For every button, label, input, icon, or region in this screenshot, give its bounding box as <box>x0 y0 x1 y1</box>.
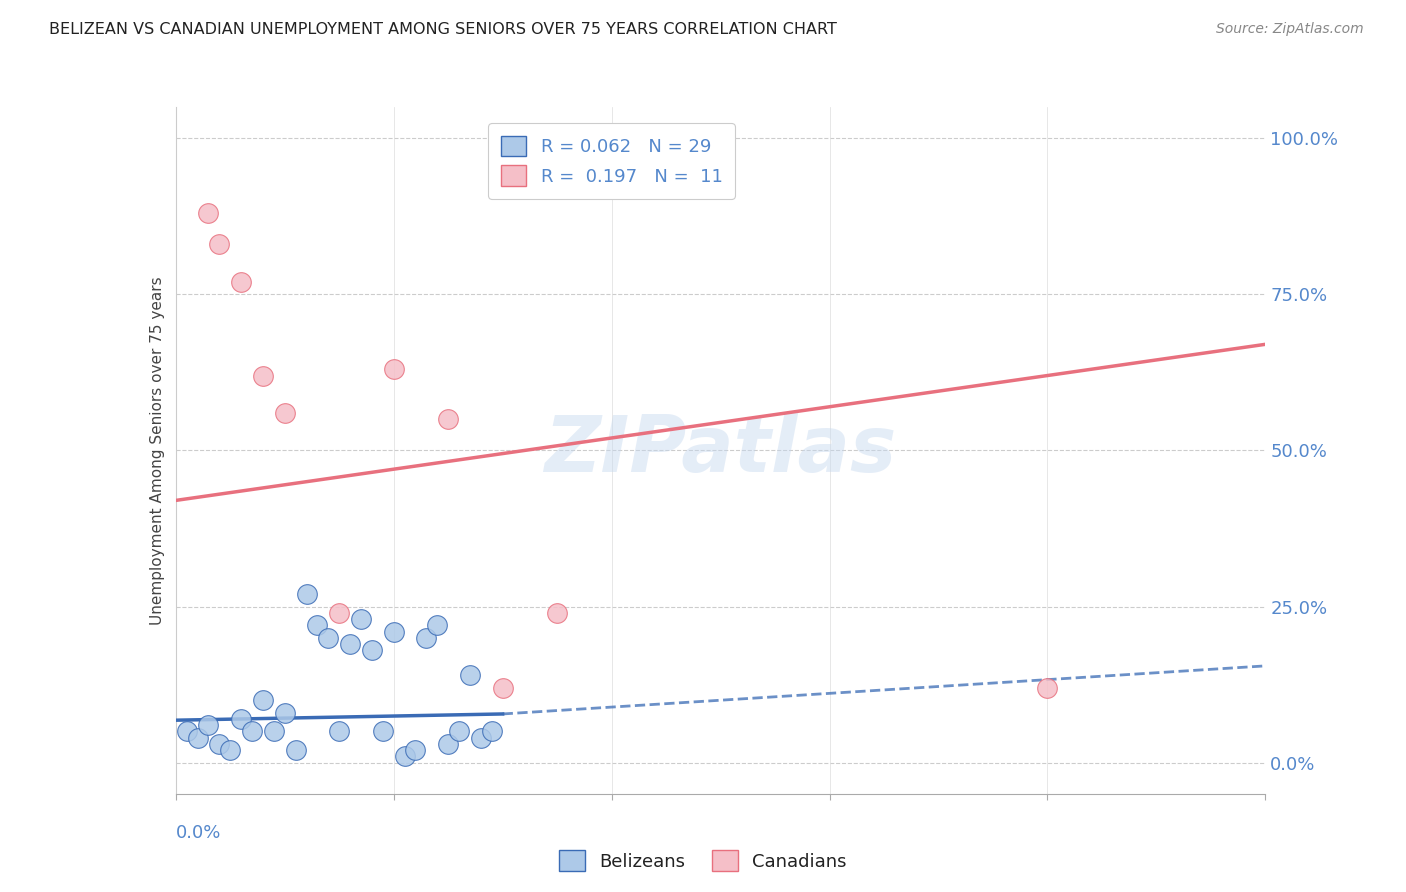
Point <box>415 631 437 645</box>
Point <box>240 724 263 739</box>
Point <box>360 643 382 657</box>
Point <box>328 724 350 739</box>
Point <box>318 631 340 645</box>
Point <box>447 724 470 739</box>
Point <box>382 624 405 639</box>
Point <box>274 706 297 720</box>
Text: Source: ZipAtlas.com: Source: ZipAtlas.com <box>1216 22 1364 37</box>
Point <box>405 743 427 757</box>
Y-axis label: Unemployment Among Seniors over 75 years: Unemployment Among Seniors over 75 years <box>149 277 165 624</box>
Text: ZIPatlas: ZIPatlas <box>544 412 897 489</box>
Point <box>458 668 481 682</box>
Point <box>176 724 198 739</box>
Point <box>295 587 318 601</box>
Point <box>208 737 231 751</box>
Point <box>263 724 285 739</box>
Point <box>208 237 231 252</box>
Legend: Belizeans, Canadians: Belizeans, Canadians <box>553 843 853 879</box>
Legend: R = 0.062   N = 29, R =  0.197   N =  11: R = 0.062 N = 29, R = 0.197 N = 11 <box>488 123 735 199</box>
Point <box>219 743 242 757</box>
Point <box>231 275 253 289</box>
Point <box>1036 681 1059 695</box>
Point <box>252 368 274 383</box>
Point <box>437 412 460 426</box>
Text: 0.0%: 0.0% <box>176 824 221 842</box>
Point <box>197 718 219 732</box>
Point <box>481 724 503 739</box>
Point <box>470 731 492 745</box>
Point <box>307 618 329 632</box>
Point <box>546 606 568 620</box>
Point <box>394 749 416 764</box>
Point <box>437 737 460 751</box>
Text: BELIZEAN VS CANADIAN UNEMPLOYMENT AMONG SENIORS OVER 75 YEARS CORRELATION CHART: BELIZEAN VS CANADIAN UNEMPLOYMENT AMONG … <box>49 22 837 37</box>
Point <box>371 724 394 739</box>
Point <box>426 618 449 632</box>
Point <box>284 743 307 757</box>
Point <box>231 712 253 726</box>
Point <box>382 362 405 376</box>
Point <box>274 406 297 420</box>
Point <box>350 612 373 626</box>
Point <box>328 606 350 620</box>
Point <box>252 693 274 707</box>
Point <box>197 206 219 220</box>
Point <box>186 731 209 745</box>
Point <box>492 681 515 695</box>
Point <box>339 637 361 651</box>
